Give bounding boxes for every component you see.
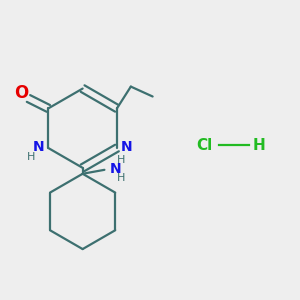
Text: H: H — [27, 152, 36, 162]
Text: H: H — [117, 155, 125, 165]
Text: N: N — [33, 140, 44, 154]
Text: N: N — [121, 140, 133, 154]
Text: H: H — [253, 137, 266, 152]
Text: N: N — [110, 162, 121, 176]
Text: Cl: Cl — [196, 137, 213, 152]
Text: H: H — [117, 173, 125, 183]
Text: O: O — [14, 83, 29, 101]
